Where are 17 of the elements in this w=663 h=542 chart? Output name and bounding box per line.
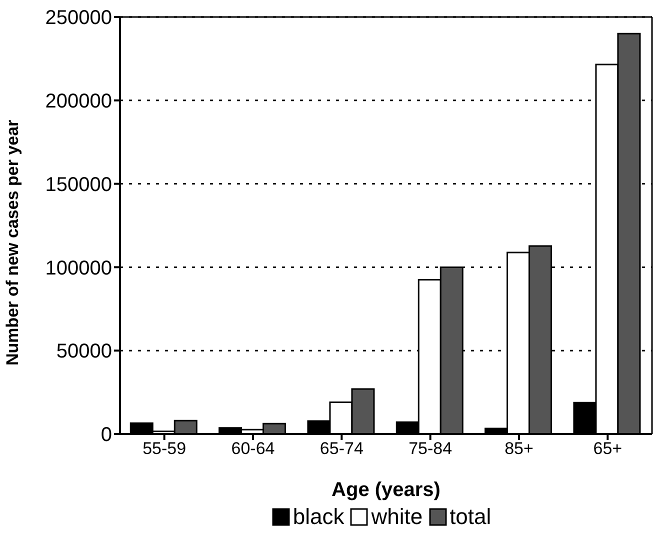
- legend-label: total: [450, 504, 492, 530]
- y-tick-label: 0: [100, 424, 112, 446]
- y-axis-title: Number of new cases per year: [3, 119, 22, 366]
- y-tick-label: 100000: [45, 257, 112, 280]
- x-tick-label: 65-74: [320, 439, 364, 458]
- y-tick-label: 50000: [56, 340, 112, 363]
- y-tick-label: 200000: [45, 90, 112, 112]
- x-tick-label: 55-59: [142, 439, 186, 458]
- legend-label: white: [371, 504, 423, 530]
- y-tick-label: 150000: [45, 174, 112, 196]
- y-tick-label: 250000: [45, 7, 112, 30]
- x-axis-title: Age (years): [332, 479, 440, 501]
- x-tick-label: 85+: [504, 439, 534, 458]
- x-tick-label: 60-64: [231, 439, 275, 458]
- x-tick-label: 65+: [593, 439, 622, 458]
- legend-label: black: [292, 504, 344, 530]
- x-tick-label: 75-84: [408, 439, 452, 458]
